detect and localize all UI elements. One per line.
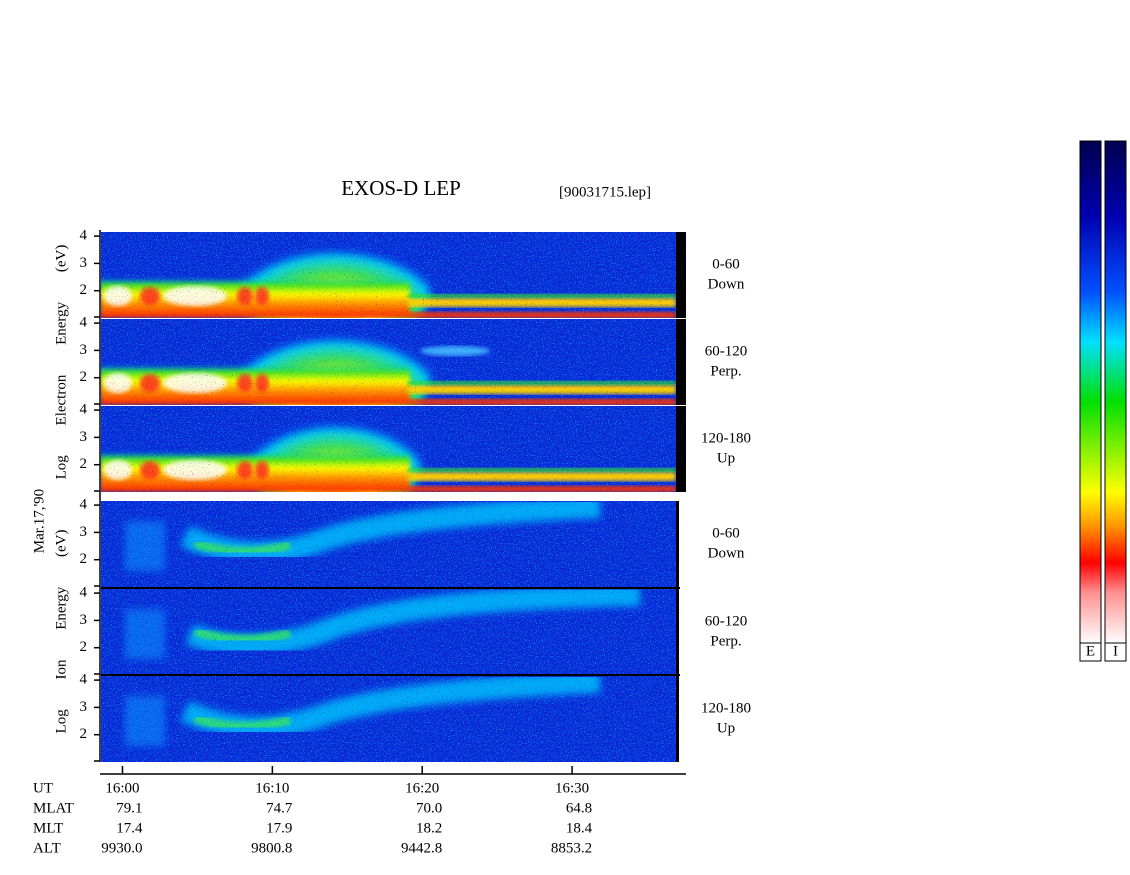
chart-title: EXOS-D LEP (341, 176, 461, 200)
data-gap (676, 319, 686, 405)
spectrogram-panel (101, 406, 676, 492)
ephemeris-value: 18.4 (566, 820, 593, 836)
colorbar-label-box (1104, 642, 1127, 662)
ephemeris-value: 17.4 (116, 820, 143, 836)
ephemeris-name: MLAT (33, 800, 74, 816)
direction-label: Down (708, 276, 745, 292)
colorbar-label-box (1079, 642, 1102, 662)
ephemeris-name: MLT (33, 820, 63, 836)
panel-noise (101, 232, 676, 318)
y-tick-label: 3 (80, 612, 88, 628)
panel-noise (101, 406, 676, 492)
x-tick-label: 16:30 (555, 780, 589, 796)
x-tick-label: 16:20 (405, 780, 439, 796)
file-label: [90031715.lep] (559, 184, 651, 200)
channel-label: 60-120 (705, 343, 748, 359)
direction-label: Down (708, 545, 745, 561)
spectrogram-panel (101, 319, 676, 405)
direction-label: Perp. (710, 633, 741, 649)
direction-label: Perp. (710, 363, 741, 379)
x-tick-label: 16:10 (255, 780, 289, 796)
colorbar (1104, 140, 1127, 644)
channel-label: 0-60 (712, 525, 740, 541)
ephemeris-value: 74.7 (266, 800, 293, 816)
data-gap (676, 232, 686, 318)
y-tick-label: 3 (80, 524, 88, 540)
y-tick-label: 2 (80, 369, 88, 385)
y-tick-label: 4 (80, 497, 88, 513)
ephemeris-value: 64.8 (566, 800, 592, 816)
y-tick-label: 3 (80, 255, 88, 271)
panel-noise (101, 319, 676, 405)
y-tick-label: 2 (80, 551, 88, 567)
ephemeris-value: 18.2 (416, 820, 442, 836)
x-tick-label: 16:00 (105, 780, 139, 796)
ephemeris-value: 9930.0 (101, 840, 142, 856)
y-tick-label: 3 (80, 429, 88, 445)
spectrogram-panel (101, 676, 676, 762)
y-tick-label: 4 (80, 672, 88, 688)
data-gap (676, 676, 679, 762)
direction-label: Up (717, 450, 735, 466)
spectrogram-panel (101, 589, 676, 675)
colorbar-label: I (1113, 643, 1118, 659)
y-tick-label: 2 (80, 639, 88, 655)
channel-label: 60-120 (705, 613, 748, 629)
channel-label: 120-180 (701, 430, 751, 446)
colorbar (1079, 140, 1102, 644)
direction-label: Up (717, 720, 735, 736)
y-tick-label: 2 (80, 456, 88, 472)
y-axis-label: Log Electron Energy (eV) (53, 245, 69, 480)
y-tick-label: 2 (80, 726, 88, 742)
y-tick-label: 4 (80, 585, 88, 601)
date-label: Mar.17,'90 (31, 489, 47, 553)
y-tick-label: 3 (80, 699, 88, 715)
data-gap (676, 406, 686, 492)
spectrogram-panel (101, 501, 676, 587)
ephemeris-value: 70.0 (416, 800, 442, 816)
data-gap (676, 501, 679, 587)
y-axis-label: Log Ion Energy (eV) (53, 530, 69, 734)
ephemeris-value: 9442.8 (401, 840, 442, 856)
ephemeris-name: ALT (33, 840, 61, 856)
ephemeris-value: 8853.2 (551, 840, 592, 856)
y-tick-label: 4 (80, 402, 88, 418)
ephemeris-title: UT (33, 780, 53, 796)
channel-label: 0-60 (712, 256, 740, 272)
ephemeris-value: 9800.8 (251, 840, 292, 856)
y-tick-label: 4 (80, 315, 88, 331)
colorbar-label: E (1086, 643, 1095, 659)
data-gap (676, 589, 679, 675)
panel-noise (101, 501, 676, 587)
panel-noise (101, 676, 676, 762)
y-tick-label: 4 (80, 228, 88, 244)
ephemeris-value: 17.9 (266, 820, 292, 836)
panel-noise (101, 589, 676, 675)
channel-label: 120-180 (701, 700, 751, 716)
spectrogram-panel (101, 232, 676, 318)
y-tick-label: 3 (80, 342, 88, 358)
y-tick-label: 2 (80, 282, 88, 298)
ephemeris-value: 79.1 (116, 800, 142, 816)
